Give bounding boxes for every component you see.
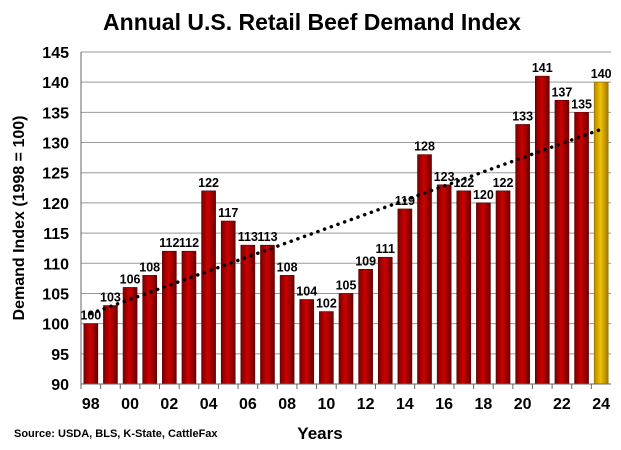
data-label: 120 xyxy=(473,188,494,202)
y-tick-label: 135 xyxy=(42,105,69,122)
y-tick-label: 90 xyxy=(51,377,69,394)
trend-line xyxy=(89,127,603,316)
data-label: 113 xyxy=(257,230,277,244)
y-tick-label: 105 xyxy=(42,286,69,303)
bar xyxy=(377,256,393,385)
x-tick-label: 18 xyxy=(475,396,493,413)
y-tick-label: 145 xyxy=(42,45,69,62)
data-label: 135 xyxy=(571,97,592,111)
data-label: 108 xyxy=(139,260,160,274)
data-label: 133 xyxy=(512,109,533,123)
bar xyxy=(279,275,295,385)
bar xyxy=(181,250,197,385)
data-label: 112 xyxy=(159,236,179,250)
data-label: 112 xyxy=(179,236,199,250)
data-label: 128 xyxy=(414,140,435,154)
bar xyxy=(456,190,472,385)
y-tick-label: 110 xyxy=(43,256,69,273)
x-tick-label: 20 xyxy=(514,396,532,413)
data-label: 140 xyxy=(591,67,612,81)
bar xyxy=(319,311,334,385)
data-label: 103 xyxy=(100,291,121,305)
bar xyxy=(593,81,609,385)
data-label: 104 xyxy=(296,284,317,298)
data-label: 111 xyxy=(376,242,396,256)
bar xyxy=(534,75,550,385)
data-label: 119 xyxy=(395,194,415,208)
bar xyxy=(417,154,432,385)
x-tick-label: 00 xyxy=(121,396,139,413)
x-tick-label: 24 xyxy=(592,396,610,413)
data-label: 109 xyxy=(355,254,376,268)
bar xyxy=(83,323,99,385)
bar xyxy=(397,208,413,385)
bar xyxy=(358,269,373,385)
data-label: 100 xyxy=(80,309,101,323)
bar xyxy=(201,190,216,385)
x-tick-label: 06 xyxy=(239,396,257,413)
bar xyxy=(240,244,256,385)
x-tick-label: 08 xyxy=(278,396,296,413)
y-axis-label: Demand Index (1998 = 100) xyxy=(11,116,28,321)
data-label: 122 xyxy=(198,176,219,190)
y-tick-label: 115 xyxy=(43,226,69,243)
y-tick-label: 140 xyxy=(42,75,69,92)
bar xyxy=(162,250,177,385)
bar xyxy=(554,99,570,385)
y-tick-label: 125 xyxy=(42,166,69,183)
data-label: 117 xyxy=(218,206,238,220)
x-tick-label: 14 xyxy=(396,396,414,413)
x-tick-label: 04 xyxy=(200,396,218,413)
data-label: 141 xyxy=(532,61,553,75)
x-tick-label: 12 xyxy=(357,396,375,413)
x-tick-label: 22 xyxy=(553,396,571,413)
data-label: 123 xyxy=(434,170,455,184)
bar xyxy=(495,190,511,385)
y-tick-label: 130 xyxy=(42,136,69,153)
x-tick-label: 10 xyxy=(317,396,335,413)
y-tick-label: 100 xyxy=(42,317,69,334)
data-label: 108 xyxy=(277,260,298,274)
chart-title: Annual U.S. Retail Beef Demand Index xyxy=(103,9,521,35)
data-label: 102 xyxy=(316,297,337,311)
x-axis-label: Years xyxy=(297,424,342,443)
data-label: 105 xyxy=(336,278,357,292)
bar xyxy=(260,244,275,385)
bar xyxy=(574,112,589,385)
bar xyxy=(515,124,530,385)
bar xyxy=(476,202,491,385)
bar xyxy=(299,299,315,385)
x-tick-label: 98 xyxy=(82,396,100,413)
bar xyxy=(338,293,354,385)
bar xyxy=(436,184,452,385)
y-tick-label: 120 xyxy=(42,196,69,213)
data-label: 106 xyxy=(120,272,141,286)
x-tick-label: 16 xyxy=(435,396,453,413)
data-label: 122 xyxy=(493,176,514,190)
y-tick-label: 95 xyxy=(51,347,69,364)
data-label: 137 xyxy=(551,85,572,99)
bar xyxy=(220,220,236,385)
data-label: 113 xyxy=(238,230,258,244)
data-label: 122 xyxy=(453,176,474,190)
bar xyxy=(103,305,118,385)
x-tick-label: 02 xyxy=(160,396,178,413)
source-note: Source: USDA, BLS, K-State, CattleFax xyxy=(14,428,218,440)
